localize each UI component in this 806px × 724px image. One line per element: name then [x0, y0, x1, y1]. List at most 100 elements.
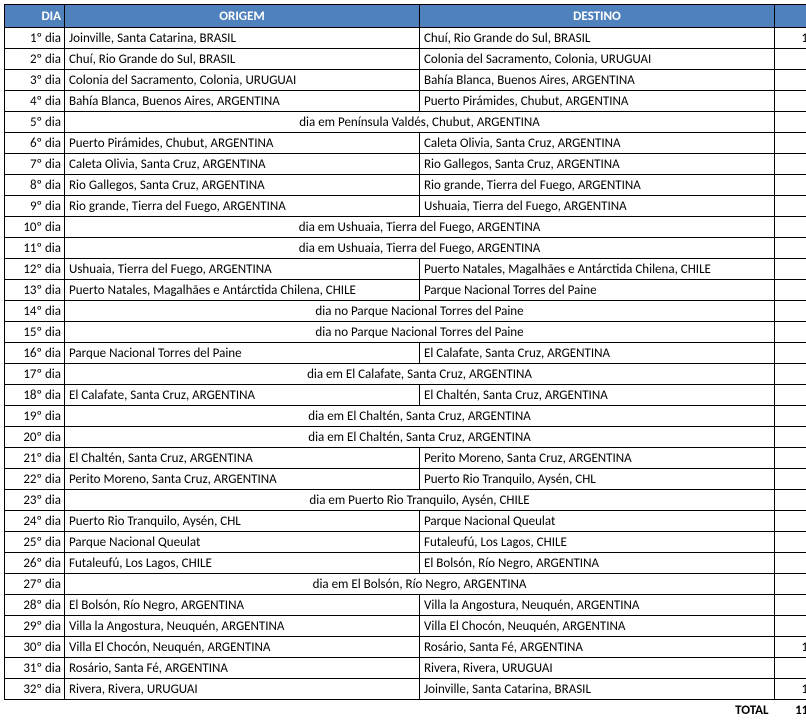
- itinerary-table: DIA ORIGEM DESTINO KM 1º diaJoinville, S…: [4, 4, 806, 720]
- cell-km: 240: [775, 469, 806, 490]
- cell-dia: 13º dia: [5, 280, 65, 301]
- cell-destino: Bahía Blanca, Buenos Aires, ARGENTINA: [420, 70, 775, 91]
- cell-km: 212: [775, 196, 806, 217]
- table-row: 1º diaJoinville, Santa Catarina, BRASILC…: [5, 28, 806, 49]
- cell-origem: Ushuaia, Tierra del Fuego, ARGENTINA: [65, 259, 420, 280]
- cell-destino: Perito Moreno, Santa Cruz, ARGENTINA: [420, 448, 775, 469]
- cell-dia: 24º dia: [5, 511, 65, 532]
- cell-rest: dia em El Calafate, Santa Cruz, ARGENTIN…: [65, 364, 775, 385]
- table-row: 5º diadia em Península Valdés, Chubut, A…: [5, 112, 806, 133]
- cell-dia: 26º dia: [5, 553, 65, 574]
- cell-dia: 28º dia: [5, 595, 65, 616]
- cell-dia: 2º dia: [5, 49, 65, 70]
- cell-dia: 14º dia: [5, 301, 65, 322]
- table-row: 22º diaPerito Moreno, Santa Cruz, ARGENT…: [5, 469, 806, 490]
- cell-km: 1.236: [775, 637, 806, 658]
- cell-dia: 10º dia: [5, 217, 65, 238]
- cell-rest: dia em El Chaltén, Santa Cruz, ARGENTINA: [65, 406, 775, 427]
- cell-dia: 21º dia: [5, 448, 65, 469]
- cell-origem: El Bolsón, Río Negro, ARGENTINA: [65, 595, 420, 616]
- table-row: 18º diaEl Calafate, Santa Cruz, ARGENTIN…: [5, 385, 806, 406]
- cell-dia: 15º dia: [5, 322, 65, 343]
- cell-km: 84: [775, 280, 806, 301]
- cell-destino: Rio grande, Tierra del Fuego, ARGENTINA: [420, 175, 775, 196]
- cell-rest: dia em Península Valdés, Chubut, ARGENTI…: [65, 112, 775, 133]
- itinerary-body: 1º diaJoinville, Santa Catarina, BRASILC…: [5, 28, 806, 700]
- cell-km: -: [775, 406, 806, 427]
- cell-km: 657: [775, 658, 806, 679]
- table-row: 26º diaFutaleufú, Los Lagos, CHILEEl Bol…: [5, 553, 806, 574]
- cell-dia: 22º dia: [5, 469, 65, 490]
- cell-km: 530: [775, 49, 806, 70]
- cell-km: -: [775, 574, 806, 595]
- cell-dia: 5º dia: [5, 112, 65, 133]
- cell-dia: 9º dia: [5, 196, 65, 217]
- cell-origem: Rio grande, Tierra del Fuego, ARGENTINA: [65, 196, 420, 217]
- cell-km: -: [775, 217, 806, 238]
- table-row: 6º diaPuerto Pirámides, Chubut, ARGENTIN…: [5, 133, 806, 154]
- cell-rest: dia no Parque Nacional Torres del Paine: [65, 322, 775, 343]
- table-row: 7º diaCaleta Olivia, Santa Cruz, ARGENTI…: [5, 154, 806, 175]
- cell-dia: 20º dia: [5, 427, 65, 448]
- table-row: 23º diadia em Puerto Rio Tranquilo, Aysé…: [5, 490, 806, 511]
- cell-origem: Rivera, Rivera, URUGUAI: [65, 679, 420, 700]
- cell-km: 781: [775, 154, 806, 175]
- table-row: 13º diaPuerto Natales, Magalhães e Antár…: [5, 280, 806, 301]
- cell-destino: El Bolsón, Río Negro, ARGENTINA: [420, 553, 775, 574]
- table-row: 30º diaVilla El Chocón, Neuquén, ARGENTI…: [5, 637, 806, 658]
- cell-destino: Rosário, Santa Fé, ARGENTINA: [420, 637, 775, 658]
- cell-destino: Puerto Pirámides, Chubut, ARGENTINA: [420, 91, 775, 112]
- cell-dia: 8º dia: [5, 175, 65, 196]
- table-row: 17º diadia em El Calafate, Santa Cruz, A…: [5, 364, 806, 385]
- cell-origem: Parque Nacional Torres del Paine: [65, 343, 420, 364]
- cell-destino: Rivera, Rivera, URUGUAI: [420, 658, 775, 679]
- cell-origem: Rosário, Santa Fé, ARGENTINA: [65, 658, 420, 679]
- cell-dia: 23º dia: [5, 490, 65, 511]
- total-value: 11.564: [775, 700, 806, 721]
- cell-km: 636: [775, 70, 806, 91]
- table-row: 31º diaRosário, Santa Fé, ARGENTINARiver…: [5, 658, 806, 679]
- cell-dia: 12º dia: [5, 259, 65, 280]
- header-destino: DESTINO: [420, 5, 775, 28]
- cell-dia: 17º dia: [5, 364, 65, 385]
- cell-dia: 29º dia: [5, 616, 65, 637]
- cell-rest: dia em Puerto Rio Tranquilo, Aysén, CHIL…: [65, 490, 775, 511]
- cell-dia: 19º dia: [5, 406, 65, 427]
- cell-km: 464: [775, 616, 806, 637]
- cell-km: -: [775, 322, 806, 343]
- table-row: 20º diadia em El Chaltén, Santa Cruz, AR…: [5, 427, 806, 448]
- table-row: 12º diaUshuaia, Tierra del Fuego, ARGENT…: [5, 259, 806, 280]
- cell-destino: Ushuaia, Tierra del Fuego, ARGENTINA: [420, 196, 775, 217]
- cell-rest: dia em El Chaltén, Santa Cruz, ARGENTINA: [65, 427, 775, 448]
- cell-dia: 7º dia: [5, 154, 65, 175]
- total-row: TOTAL 11.564: [5, 700, 806, 721]
- cell-destino: Rio Gallegos, Santa Cruz, ARGENTINA: [420, 154, 775, 175]
- table-row: 19º diadia em El Chaltén, Santa Cruz, AR…: [5, 406, 806, 427]
- cell-origem: Perito Moreno, Santa Cruz, ARGENTINA: [65, 469, 420, 490]
- cell-destino: Chuí, Rio Grande do Sul, BRASIL: [420, 28, 775, 49]
- cell-dia: 31º dia: [5, 658, 65, 679]
- table-row: 9º diaRio grande, Tierra del Fuego, ARGE…: [5, 196, 806, 217]
- table-row: 25º diaParque Nacional QueulatFutaleufú,…: [5, 532, 806, 553]
- cell-origem: Joinville, Santa Catarina, BRASIL: [65, 28, 420, 49]
- cell-destino: Puerto Natales, Magalhães e Antárctida C…: [420, 259, 775, 280]
- table-row: 24º diaPuerto Rio Tranquilo, Aysén, CHLP…: [5, 511, 806, 532]
- cell-km: 84: [775, 343, 806, 364]
- cell-dia: 25º dia: [5, 532, 65, 553]
- cell-dia: 32º dia: [5, 679, 65, 700]
- cell-dia: 30º dia: [5, 637, 65, 658]
- cell-origem: Parque Nacional Queulat: [65, 532, 420, 553]
- cell-km: -: [775, 490, 806, 511]
- cell-dia: 18º dia: [5, 385, 65, 406]
- cell-origem: Futaleufú, Los Lagos, CHILE: [65, 553, 420, 574]
- total-label: TOTAL: [5, 700, 775, 721]
- table-row: 11º diadia em Ushuaia, Tierra del Fuego,…: [5, 238, 806, 259]
- table-row: 4º diaBahía Blanca, Buenos Aires, ARGENT…: [5, 91, 806, 112]
- table-row: 2º diaChuí, Rio Grande do Sul, BRASILCol…: [5, 49, 806, 70]
- cell-dia: 11º dia: [5, 238, 65, 259]
- cell-destino: Joinville, Santa Catarina, BRASIL: [420, 679, 775, 700]
- cell-km: 1.110: [775, 679, 806, 700]
- header-origem: ORIGEM: [65, 5, 420, 28]
- cell-dia: 6º dia: [5, 133, 65, 154]
- header-km: KM: [775, 5, 806, 28]
